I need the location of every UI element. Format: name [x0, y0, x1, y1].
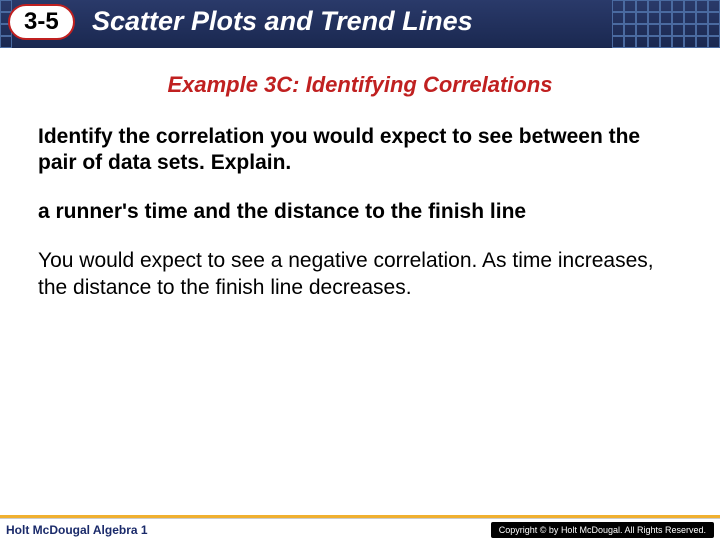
lesson-title: Scatter Plots and Trend Lines — [92, 6, 473, 37]
prompt-text: Identify the correlation you would expec… — [38, 124, 682, 177]
footer-book-title: Holt McDougal Algebra 1 — [6, 523, 148, 537]
slide-content: Example 3C: Identifying Correlations Ide… — [0, 48, 720, 301]
header-grid-right — [612, 0, 720, 48]
footer-copyright: Copyright © by Holt McDougal. All Rights… — [491, 522, 714, 538]
slide-header: 3-5 Scatter Plots and Trend Lines — [0, 0, 720, 48]
answer-text: You would expect to see a negative corre… — [38, 247, 682, 302]
example-title: Example 3C: Identifying Correlations — [38, 72, 682, 98]
subprompt-text: a runner's time and the distance to the … — [38, 199, 682, 225]
lesson-number-badge: 3-5 — [8, 4, 75, 40]
slide-footer: Holt McDougal Algebra 1 Copyright © by H… — [0, 518, 720, 540]
